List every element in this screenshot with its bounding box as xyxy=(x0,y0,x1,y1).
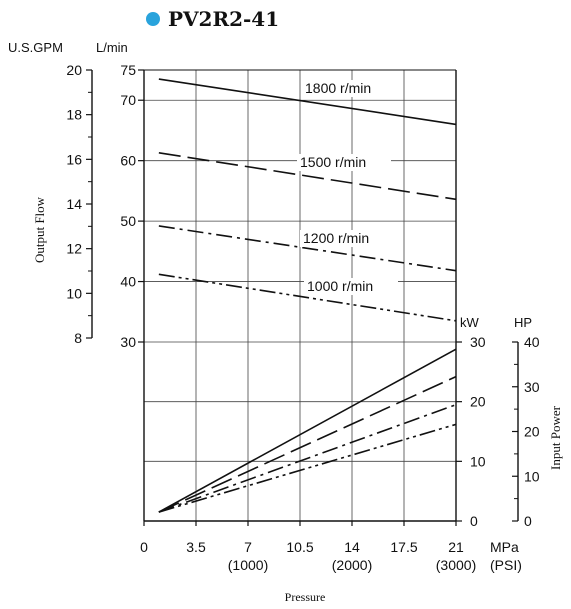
hp-unit-label: HP xyxy=(514,315,532,330)
flow-series-label: 1800 r/min xyxy=(305,80,371,96)
gpm-tick-label: 16 xyxy=(66,151,82,167)
hp-tick-label: 40 xyxy=(524,334,540,350)
flow-tick-label: 40 xyxy=(120,274,136,290)
flow-series-label: 1200 r/min xyxy=(303,230,369,246)
gpm-tick-label: 20 xyxy=(66,62,82,78)
power-series-line xyxy=(158,348,457,513)
x-tick-label: 0 xyxy=(140,539,148,555)
x-secondary-tick-label: (3000) xyxy=(436,557,476,573)
series-label-background xyxy=(304,278,398,295)
flow-axis-title: Output Flow xyxy=(32,196,47,263)
hp-tick-label: 0 xyxy=(524,513,532,529)
gpm-tick-label: 8 xyxy=(74,330,82,346)
kw-tick-label: 0 xyxy=(470,513,478,529)
flow-series-line xyxy=(158,152,457,201)
power-axis-title: Input Power xyxy=(548,405,563,470)
flow-tick-label: 60 xyxy=(120,153,136,169)
flow-series-line xyxy=(158,78,457,126)
flow-series-label: 1000 r/min xyxy=(307,278,373,294)
x-tick-label: 3.5 xyxy=(186,539,206,555)
flow-unit-label: L/min xyxy=(96,40,128,55)
gpm-tick-label: 18 xyxy=(66,107,82,123)
hp-tick-label: 20 xyxy=(524,424,540,440)
flow-series-line xyxy=(158,273,457,322)
flow-tick-label: 30 xyxy=(120,334,136,350)
gpm-tick-label: 10 xyxy=(66,285,82,301)
x-secondary-tick-label: (2000) xyxy=(332,557,372,573)
x-secondary-unit-label: (PSI) xyxy=(490,557,522,573)
series-label-background xyxy=(302,80,396,97)
kw-tick-label: 30 xyxy=(470,334,486,350)
hp-tick-label: 10 xyxy=(524,468,540,484)
flow-tick-label: 50 xyxy=(120,213,136,229)
x-axis-title: Pressure xyxy=(285,590,326,604)
hp-tick-label: 30 xyxy=(524,379,540,395)
power-series-line xyxy=(158,375,457,513)
flow-series-line xyxy=(158,225,457,272)
kw-tick-label: 10 xyxy=(470,453,486,469)
power-series-line xyxy=(158,403,457,513)
title-bullet-icon xyxy=(146,12,160,26)
series-label-background xyxy=(300,230,394,247)
chart-title: PV2R2-41 xyxy=(168,7,280,31)
flow-tick-label: 70 xyxy=(120,92,136,108)
gpm-unit-label: U.S.GPM xyxy=(8,40,63,55)
kw-unit-label: kW xyxy=(460,315,480,330)
kw-tick-label: 20 xyxy=(470,394,486,410)
x-tick-label: 7 xyxy=(244,539,252,555)
gpm-tick-label: 14 xyxy=(66,196,82,212)
x-unit-label: MPa xyxy=(490,539,519,555)
power-series-line xyxy=(158,423,457,513)
flow-tick-label: 75 xyxy=(120,62,136,78)
x-secondary-tick-label: (1000) xyxy=(228,557,268,573)
flow-series-label: 1500 r/min xyxy=(300,154,366,170)
x-tick-label: 17.5 xyxy=(390,539,417,555)
series-label-background xyxy=(297,154,391,171)
grid-lines xyxy=(144,70,456,521)
chart-title-block: PV2R2-41 xyxy=(146,6,279,32)
x-tick-label: 14 xyxy=(344,539,360,555)
gpm-tick-label: 12 xyxy=(66,241,82,257)
x-tick-label: 21 xyxy=(448,539,464,555)
x-tick-label: 10.5 xyxy=(286,539,313,555)
